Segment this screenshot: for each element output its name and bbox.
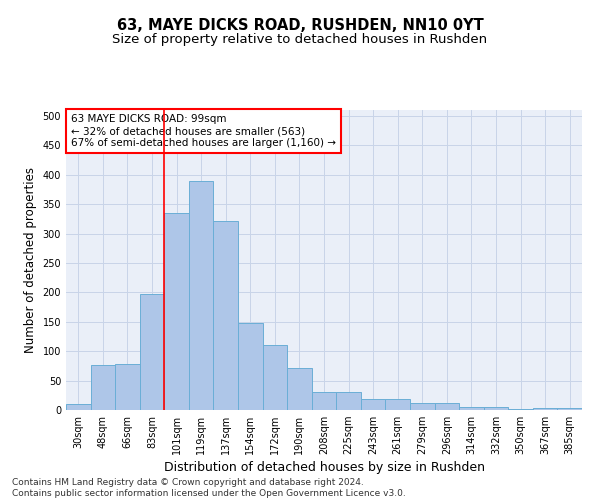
Bar — [385, 400, 410, 410]
Bar — [361, 400, 385, 410]
X-axis label: Distribution of detached houses by size in Rushden: Distribution of detached houses by size … — [163, 462, 485, 474]
Text: 63 MAYE DICKS ROAD: 99sqm
← 32% of detached houses are smaller (563)
67% of semi: 63 MAYE DICKS ROAD: 99sqm ← 32% of detac… — [71, 114, 336, 148]
Text: Size of property relative to detached houses in Rushden: Size of property relative to detached ho… — [112, 32, 488, 46]
Bar — [336, 392, 361, 410]
Bar — [533, 408, 557, 410]
Bar — [189, 180, 214, 410]
Bar — [557, 408, 582, 410]
Bar — [115, 364, 140, 410]
Bar — [484, 407, 508, 410]
Bar — [91, 364, 115, 410]
Bar — [263, 346, 287, 410]
Text: 63, MAYE DICKS ROAD, RUSHDEN, NN10 0YT: 63, MAYE DICKS ROAD, RUSHDEN, NN10 0YT — [116, 18, 484, 32]
Bar — [164, 213, 189, 410]
Bar — [410, 403, 434, 410]
Text: Contains HM Land Registry data © Crown copyright and database right 2024.
Contai: Contains HM Land Registry data © Crown c… — [12, 478, 406, 498]
Bar — [66, 404, 91, 410]
Bar — [434, 403, 459, 410]
Bar — [287, 368, 312, 410]
Bar — [140, 294, 164, 410]
Bar — [238, 323, 263, 410]
Bar — [312, 392, 336, 410]
Bar — [508, 409, 533, 410]
Bar — [214, 220, 238, 410]
Y-axis label: Number of detached properties: Number of detached properties — [24, 167, 37, 353]
Bar — [459, 407, 484, 410]
